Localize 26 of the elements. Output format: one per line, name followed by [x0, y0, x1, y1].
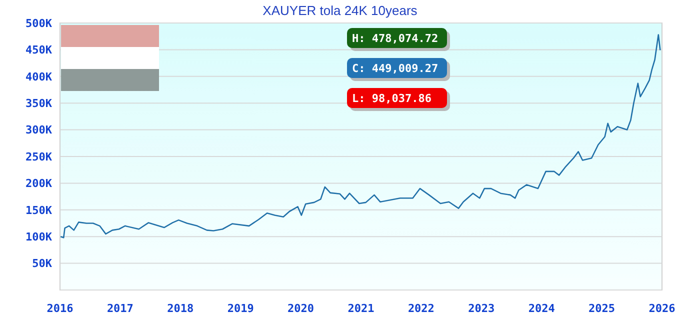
x-tick-label: 2024	[528, 302, 556, 315]
y-tick-label: 350K	[26, 96, 52, 110]
x-tick-label: 2018	[167, 302, 194, 315]
x-tick-label: 2016	[46, 302, 74, 315]
y-tick-label: 400K	[26, 70, 52, 84]
annotation: L: 98,037.86	[352, 92, 432, 105]
y-tick-label: 450K	[26, 44, 52, 57]
x-tick-label: 2025	[588, 302, 616, 315]
x-tick-label: 2020	[288, 302, 314, 315]
x-tick-label: 2019	[227, 302, 254, 315]
line-series	[60, 34, 661, 238]
y-tick-label: 50K	[32, 257, 52, 270]
x-tick-label: 2021	[348, 302, 375, 315]
x-tick-label: 2017	[106, 302, 134, 315]
x-tick-label: 2022	[408, 302, 434, 315]
y-tick-label: 100K	[26, 230, 52, 244]
x-tick-label: 2023	[468, 302, 495, 315]
y-tick-label: 150K	[26, 204, 52, 217]
annotation: H: 478,074.72	[352, 32, 438, 45]
y-tick-label: 250K	[26, 150, 52, 164]
annotation: C: 449,009.27	[352, 62, 438, 75]
x-tick-label: 2026	[648, 302, 676, 315]
y-tick-label: 500K	[26, 16, 52, 30]
chart-title: XAUYER tola 24K 10years	[262, 3, 418, 18]
y-tick-label: 300K	[26, 124, 52, 137]
y-tick-label: 200K	[26, 177, 52, 190]
